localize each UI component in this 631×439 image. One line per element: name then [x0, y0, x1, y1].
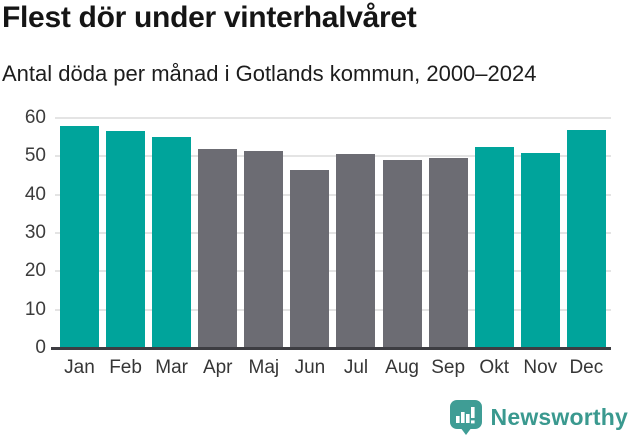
bar-slot — [566, 129, 606, 348]
y-tick-label-0: 0 — [35, 337, 46, 358]
y-tick-label-60: 60 — [24, 107, 46, 128]
plot-area — [51, 117, 611, 350]
bar-slot — [428, 158, 468, 348]
x-axis-line — [51, 347, 611, 350]
brand-name: Newsworthy — [490, 404, 628, 430]
bar-slot — [244, 150, 284, 348]
x-tick-label-okt: Okt — [479, 357, 509, 378]
bar-slot — [60, 125, 99, 348]
newsworthy-logo-icon — [449, 400, 482, 435]
gridline-20 — [55, 270, 611, 273]
gridline-30 — [55, 232, 611, 234]
chart-subtitle: Antal döda per månad i Gotlands kommun, … — [2, 61, 537, 86]
y-tick-label-10: 10 — [24, 298, 46, 320]
x-axis: Jan Feb Mar Apr Maj Jun Jul Aug Sep Okt Nov Dec — [55, 357, 611, 379]
bar-nov — [520, 152, 560, 348]
bar-slot — [520, 152, 560, 348]
bar-slot — [198, 148, 238, 348]
gridline-40 — [55, 193, 611, 196]
bar-feb — [106, 131, 146, 348]
x-tick-label-feb: Feb — [109, 357, 142, 378]
gridline-60 — [55, 117, 611, 119]
y-axis: 0 10 20 30 40 50 60 — [0, 107, 46, 358]
bar-slot — [106, 131, 146, 348]
bar-aug — [382, 160, 422, 348]
x-tick-label-jun: Jun — [294, 357, 326, 378]
x-tick-label-apr: Apr — [202, 357, 233, 378]
bar-slot — [290, 169, 330, 348]
bar-sep — [428, 158, 468, 348]
bar-dec — [566, 129, 606, 348]
y-tick-label-30: 30 — [24, 222, 46, 243]
y-tick-label-50: 50 — [24, 145, 46, 167]
bar-slot — [382, 160, 422, 348]
gridline-10 — [55, 308, 611, 311]
x-tick-label-maj: Maj — [248, 357, 280, 378]
y-tick-label-40: 40 — [24, 183, 46, 205]
x-tick-label-dec: Dec — [569, 357, 604, 378]
bar-slot — [336, 154, 376, 348]
bar-slot — [474, 146, 514, 348]
x-tick-label-jan: Jan — [64, 357, 95, 378]
bar-maj — [244, 150, 284, 348]
y-tick-label-20: 20 — [24, 260, 46, 282]
bar-jan — [60, 125, 99, 348]
x-tick-label-aug: Aug — [385, 357, 419, 378]
bar-jul — [336, 154, 376, 348]
brand-footer: Newsworthy — [448, 399, 628, 436]
bar-apr — [198, 148, 238, 348]
bar-mar — [152, 137, 192, 348]
bars — [55, 118, 611, 348]
bar-jun — [290, 169, 330, 348]
chart-title: Flest dör under vinterhalvåret — [2, 1, 417, 34]
gridline-50 — [55, 155, 611, 158]
x-tick-label-jul: Jul — [343, 357, 369, 378]
x-tick-label-sep: Sep — [431, 357, 466, 378]
x-tick-label-nov: Nov — [523, 357, 558, 378]
x-tick-label-mar: Mar — [155, 357, 189, 378]
bar-okt — [474, 146, 514, 348]
bar-slot — [152, 137, 192, 348]
